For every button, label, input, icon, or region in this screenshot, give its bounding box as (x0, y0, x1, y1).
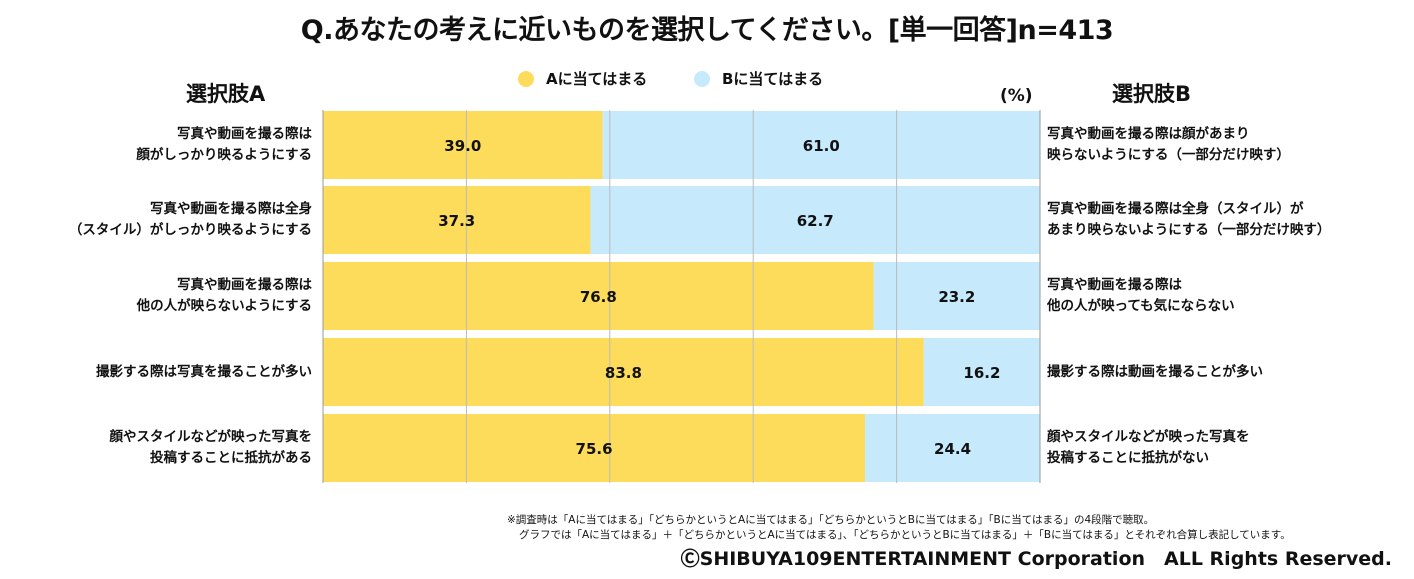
data-label-b-3: 23.2 (938, 288, 975, 306)
legend: Aに当てはまる Bに当てはまる (0, 68, 1414, 92)
data-label-a-4: 83.8 (605, 364, 642, 382)
bar-a-4 (323, 338, 924, 406)
bar-a-5 (323, 414, 866, 482)
legend-swatch-b-icon (694, 70, 710, 87)
bar-a-1 (323, 111, 603, 179)
choice-a-header: 選択肢A (186, 82, 266, 106)
copyright: ⒸSHIBUYA109ENTERTAINMENT Corporation ALL… (680, 548, 1392, 570)
bar-b-3 (873, 262, 1040, 330)
bar-a-2 (323, 186, 591, 254)
category-label-b-2: 写真や動画を撮る際は全身（スタイル）が あまり映らないようにする（一部分だけ映す… (1047, 201, 1331, 238)
category-label-a-2: 写真や動画を撮る際は全身 （スタイル）がしっかり映るようにする (68, 201, 312, 238)
bar-b-4 (923, 338, 1040, 406)
data-label-b-4: 16.2 (963, 364, 1000, 382)
data-label-b-1: 61.0 (803, 137, 840, 155)
category-label-a-1: 写真や動画を撮る際は 顔がしっかり映るようにする (136, 126, 312, 163)
note-line-2: グラフでは「Aに当てはまる」＋「どちらかというとAに当てはまる」、「どちらかとい… (519, 529, 1291, 541)
stacked-bar-chart: 39.0 61.0 37.3 62.7 76.8 23.2 83.8 16.2 75.6 24.4 (322, 110, 1041, 483)
legend-swatch-a-icon (518, 70, 534, 87)
data-label-a-2: 37.3 (438, 212, 475, 230)
category-label-b-4: 撮影する際は動画を撮ることが多い (1047, 363, 1263, 380)
legend-item-b: Bに当てはまる (694, 68, 823, 89)
category-label-a-3: 写真や動画を撮る際は 他の人が映らないようにする (136, 277, 312, 314)
bar-a-3 (323, 262, 874, 330)
legend-item-a: Aに当てはまる (518, 68, 647, 89)
choice-b-header: 選択肢B (1112, 82, 1192, 106)
data-label-b-2: 62.7 (797, 212, 834, 230)
data-label-b-5: 24.4 (934, 440, 971, 458)
category-label-b-3: 写真や動画を撮る際は 他の人が映っても気にならない (1047, 277, 1235, 314)
legend-label-b: Bに当てはまる (722, 70, 824, 88)
data-label-a-1: 39.0 (444, 137, 481, 155)
category-label-b-5: 顔やスタイルなどが映った写真を 投稿することに抵抗がない (1047, 429, 1250, 466)
note-line-1: ※調査時は「Aに当てはまる」「どちらかというとAに当てはまる」「どちらかというと… (507, 514, 1155, 526)
bar-b-5 (865, 414, 1040, 482)
data-label-a-3: 76.8 (580, 288, 617, 306)
category-label-a-4: 撮影する際は写真を撮ることが多い (96, 363, 312, 380)
unit-label: (%) (1000, 86, 1033, 106)
bar-b-1 (602, 111, 1040, 179)
legend-label-a: Aに当てはまる (546, 70, 648, 88)
chart-title: Q.あなたの考えに近いものを選択してください。[単一回答]n=413 (300, 15, 1114, 46)
bar-b-2 (590, 186, 1040, 254)
category-label-b-1: 写真や動画を撮る際は顔があまり 映らないようにする（一部分だけ映す） (1047, 126, 1290, 163)
category-label-a-5: 顔やスタイルなどが映った写真を 投稿することに抵抗がある (109, 429, 313, 466)
data-label-a-5: 75.6 (576, 440, 613, 458)
